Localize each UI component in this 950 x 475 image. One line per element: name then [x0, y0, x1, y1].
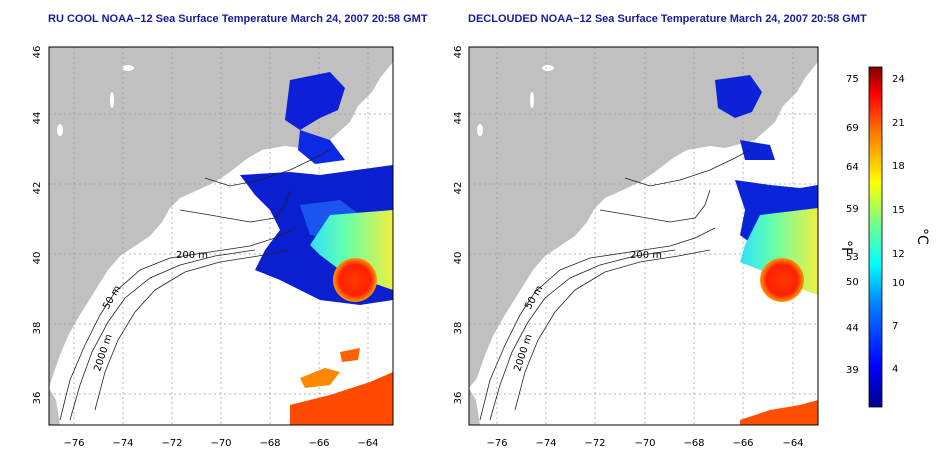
right-lon-ticks: −76 −74 −72 −70 −68 −66 −64: [486, 438, 803, 449]
svg-text:−64: −64: [357, 438, 378, 449]
svg-text:38: 38: [32, 322, 43, 335]
svg-text:75: 75: [846, 74, 859, 85]
left-lat-ticks: 36 38 40 42 44 46: [32, 46, 43, 405]
svg-text:53: 53: [846, 252, 859, 263]
right-lat-ticks: 36 38 40 42 44 46: [453, 46, 464, 405]
svg-text:24: 24: [892, 74, 905, 85]
svg-text:−68: −68: [259, 438, 280, 449]
celsius-ticks: 24 21 18 15 12 10 7 4: [892, 74, 905, 375]
svg-text:−70: −70: [210, 438, 231, 449]
svg-text:44: 44: [32, 112, 43, 125]
svg-text:4: 4: [892, 364, 898, 375]
svg-text:15: 15: [892, 205, 905, 216]
svg-text:−74: −74: [535, 438, 556, 449]
svg-text:64: 64: [846, 162, 859, 173]
svg-text:39: 39: [846, 365, 859, 376]
svg-text:42: 42: [32, 182, 43, 195]
svg-text:12: 12: [892, 249, 905, 260]
svg-text:−72: −72: [161, 438, 182, 449]
fahrenheit-unit: °F: [838, 240, 854, 255]
svg-text:−70: −70: [634, 438, 655, 449]
svg-text:59: 59: [846, 204, 859, 215]
svg-text:7: 7: [892, 321, 898, 332]
svg-text:−68: −68: [683, 438, 704, 449]
svg-text:36: 36: [453, 392, 464, 405]
svg-text:200 m: 200 m: [176, 250, 208, 261]
svg-text:−64: −64: [782, 438, 803, 449]
svg-text:44: 44: [846, 323, 859, 334]
right-map: 200 m 2000 m 50 m: [469, 47, 818, 425]
svg-text:−66: −66: [732, 438, 753, 449]
svg-text:44: 44: [453, 112, 464, 125]
svg-text:−74: −74: [112, 438, 133, 449]
svg-text:−76: −76: [63, 438, 84, 449]
svg-text:50: 50: [846, 277, 859, 288]
svg-text:40: 40: [32, 252, 43, 265]
left-map: 200 m 2000 m 50 m: [49, 47, 393, 425]
svg-text:−76: −76: [486, 438, 507, 449]
celsius-unit: °C: [914, 228, 930, 245]
land-mass: [49, 47, 393, 388]
svg-text:40: 40: [453, 252, 464, 265]
svg-text:69: 69: [846, 123, 859, 134]
svg-text:−66: −66: [308, 438, 329, 449]
left-lon-ticks: −76 −74 −72 −70 −68 −66 −64: [63, 438, 378, 449]
svg-text:38: 38: [453, 322, 464, 335]
svg-text:46: 46: [453, 46, 464, 59]
svg-text:21: 21: [892, 118, 905, 129]
right-map-title: DECLOUDED NOAA−12 Sea Surface Temperatur…: [468, 13, 867, 25]
svg-text:46: 46: [32, 46, 43, 59]
svg-text:−72: −72: [584, 438, 605, 449]
svg-text:36: 36: [32, 392, 43, 405]
svg-text:200 m: 200 m: [630, 250, 662, 261]
fahrenheit-ticks: 75 69 64 59 53 50 44 39: [846, 74, 859, 376]
svg-text:10: 10: [892, 278, 905, 289]
left-map-title: RU COOL NOAA−12 Sea Surface Temperature …: [48, 13, 428, 25]
colorbar: 75 69 64 59 53 50 44 39 24 21 18 15 12 1…: [838, 66, 930, 408]
svg-text:18: 18: [892, 161, 905, 172]
svg-text:42: 42: [453, 182, 464, 195]
